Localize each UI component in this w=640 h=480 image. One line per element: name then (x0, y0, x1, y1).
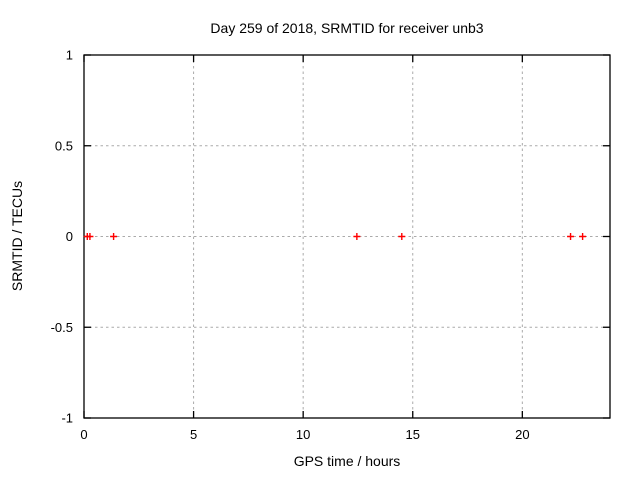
x-tick-label: 10 (296, 427, 310, 442)
x-tick-label: 20 (515, 427, 529, 442)
y-tick-label: 1 (66, 48, 73, 63)
data-point-marker (398, 233, 406, 240)
x-tick-label: 5 (190, 427, 197, 442)
chart-title: Day 259 of 2018, SRMTID for receiver unb… (210, 20, 483, 36)
x-tick-label: 0 (80, 427, 87, 442)
y-tick-label: -1 (61, 411, 73, 426)
y-tick-label: 0 (66, 229, 73, 244)
y-axis-label: SRMTID / TECUs (9, 181, 25, 291)
x-tick-label: 15 (406, 427, 420, 442)
y-tick-label: 0.5 (55, 138, 73, 153)
data-point-marker (353, 233, 361, 240)
x-axis-label: GPS time / hours (294, 453, 401, 469)
y-tick-label: -0.5 (51, 320, 73, 335)
data-point-marker (86, 233, 94, 240)
data-series-layer (83, 233, 587, 240)
grid-layer (84, 55, 610, 418)
tick-label-layer: 0 5 10 15 20 -1 -0.5 0 0.5 1 (51, 48, 530, 443)
data-point-marker (110, 233, 118, 240)
data-point-marker (567, 233, 575, 240)
data-point-marker (579, 233, 587, 240)
